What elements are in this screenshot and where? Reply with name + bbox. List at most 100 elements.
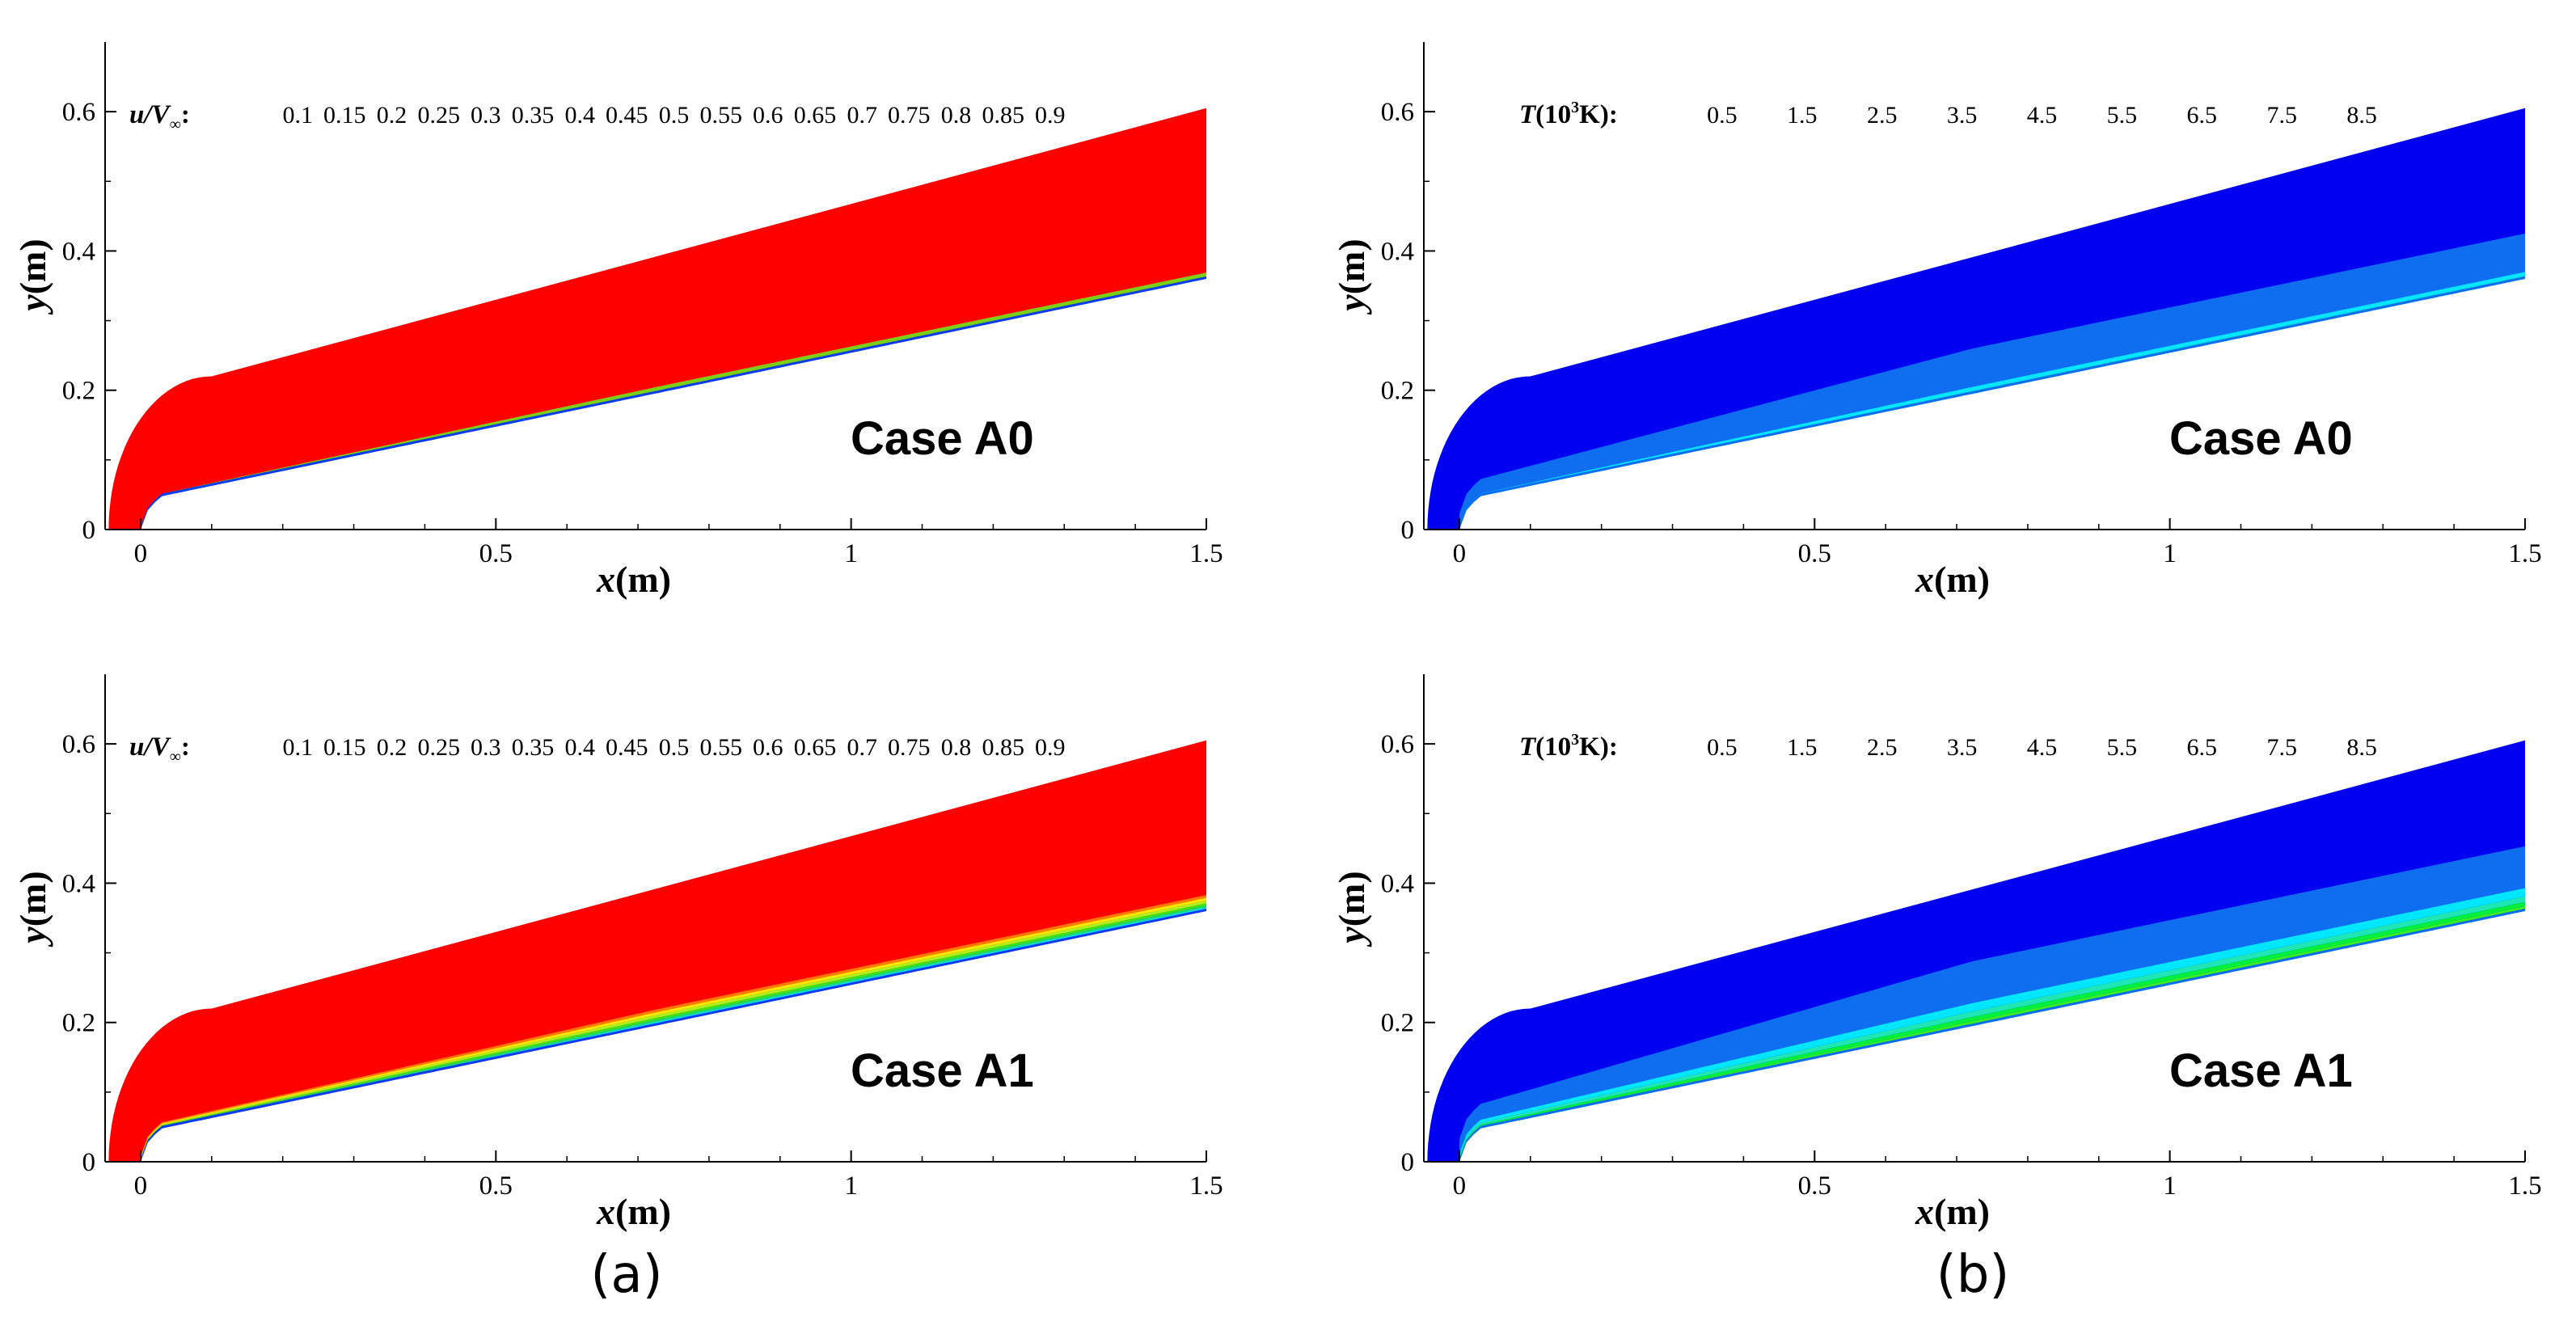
y-axis-label: y(m) — [1331, 871, 1372, 947]
y-tick-label: 0.6 — [62, 730, 95, 759]
colorbar-label: T(103K): — [1519, 99, 1618, 129]
x-tick-label: 1.5 — [1189, 1171, 1223, 1201]
axis-ticks: 0 0.5 1 1.5 0 0.2 0.4 0.6 — [1381, 98, 2542, 568]
colorbar-tick-label: 0.15 — [323, 102, 366, 129]
colorbar-tick-label: 0.55 — [699, 734, 742, 761]
colorbar: 0.1 0.15 0.2 0.25 0.3 0.35 0.4 0.45 0.5 0.55 0.6 0.… — [282, 734, 1065, 761]
colorbar-tick-label: 4.5 — [2027, 102, 2058, 129]
x-tick-label: 1 — [2163, 539, 2177, 568]
colorbar: 0.5 1.5 2.5 3.5 4.5 5.5 6.5 7.5 8.5 — [1707, 102, 2377, 129]
y-tick-label: 0 — [1401, 516, 1415, 545]
colorbar-tick-label: 3.5 — [1947, 102, 1978, 129]
colorbar-tick-label: 0.5 — [659, 734, 690, 761]
colorbar-tick-label: 1.5 — [1787, 734, 1818, 761]
chart-t-case-a0: 0.5 1.5 2.5 3.5 4.5 5.5 6.5 7.5 8.5 0 0.5 1 1.5 0 0.2… — [1331, 42, 2542, 600]
flow-region-freestream — [108, 740, 1206, 1162]
y-axis-label: y(m) — [12, 238, 53, 314]
panel-label-a: (a) — [590, 1245, 662, 1305]
flow-layer-3 — [1459, 901, 2525, 1160]
colorbar-tick-label: 0.2 — [377, 102, 408, 129]
colorbar: 0.5 1.5 2.5 3.5 4.5 5.5 6.5 7.5 8.5 — [1707, 734, 2377, 761]
y-tick-label: 0 — [1401, 1148, 1415, 1177]
x-axis-label: x(m) — [1915, 559, 1990, 600]
chart-u-case-a1: 0.1 0.15 0.2 0.25 0.3 0.35 0.4 0.45 0.5 0.55 0.6 0.… — [12, 674, 1223, 1232]
case-label: Case A0 — [851, 412, 1034, 465]
flow-layer-0 — [1459, 233, 2525, 527]
x-tick-label: 0.5 — [1798, 1171, 1831, 1201]
flow-layer-1 — [1459, 888, 2525, 1157]
colorbar-label: T(103K): — [1519, 731, 1618, 762]
colorbar: 0.1 0.15 0.2 0.25 0.3 0.35 0.4 0.45 0.5 0.55 0.6 0.… — [282, 102, 1065, 129]
colorbar-tick-label: 0.85 — [982, 102, 1024, 129]
x-axis-label: x(m) — [596, 1191, 671, 1232]
colorbar-tick-label: 6.5 — [2187, 102, 2218, 129]
colorbar-tick-label: 0.7 — [847, 734, 877, 761]
colorbar-tick-label: 0.35 — [512, 102, 555, 129]
flow-field — [1427, 108, 2525, 530]
y-tick-label: 0.4 — [1381, 869, 1414, 898]
colorbar-tick-label: 0.15 — [323, 734, 366, 761]
y-tick-label: 0 — [82, 1148, 96, 1177]
case-label: Case A1 — [2169, 1045, 2353, 1097]
colorbar-tick-label: 1.5 — [1787, 102, 1818, 129]
y-tick-label: 0.6 — [62, 98, 95, 127]
flow-region-freestream — [108, 108, 1206, 530]
colorbar-tick-label: 2.5 — [1867, 102, 1898, 129]
colorbar-tick-label: 4.5 — [2027, 734, 2058, 761]
y-tick-label: 0.4 — [62, 869, 95, 898]
colorbar-tick-label: 0.9 — [1035, 102, 1066, 129]
colorbar-tick-label: 0.55 — [699, 102, 742, 129]
x-tick-label: 1.5 — [2508, 539, 2541, 568]
colorbar-tick-label: 0.75 — [888, 734, 931, 761]
colorbar-tick-label: 0.1 — [282, 734, 313, 761]
colorbar-tick-label: 8.5 — [2346, 102, 2377, 129]
x-tick-label: 1.5 — [1189, 539, 1223, 568]
y-tick-label: 0.4 — [62, 237, 95, 266]
axis-ticks: 0 0.5 1 1.5 0 0.2 0.4 0.6 — [1381, 730, 2542, 1201]
colorbar-tick-label: 0.6 — [753, 102, 783, 129]
colorbar-tick-label: 0.45 — [606, 734, 648, 761]
x-tick-label: 1.5 — [2508, 1171, 2541, 1201]
x-tick-label: 0.5 — [479, 539, 513, 568]
axis-ticks: 0 0.5 1 1.5 0 0.2 0.4 0.6 — [62, 730, 1223, 1201]
colorbar-tick-label: 0.1 — [282, 102, 313, 129]
colorbar-tick-label: 0.3 — [471, 102, 501, 129]
x-tick-label: 0 — [1453, 539, 1467, 568]
y-axis-label: y(m) — [1331, 238, 1372, 314]
colorbar-tick-label: 0.5 — [1707, 102, 1738, 129]
colorbar-tick-label: 0.65 — [794, 734, 837, 761]
x-tick-label: 1 — [844, 1171, 858, 1201]
case-label: Case A0 — [2169, 412, 2353, 465]
x-axis-label: x(m) — [596, 559, 671, 600]
axes-frame — [1423, 674, 2525, 1163]
y-tick-label: 0 — [82, 516, 96, 545]
y-tick-label: 0.2 — [62, 1009, 95, 1038]
colorbar-tick-label: 0.4 — [564, 102, 595, 129]
colorbar-tick-label: 7.5 — [2266, 734, 2297, 761]
x-tick-label: 1 — [844, 539, 858, 568]
y-tick-label: 0.6 — [1381, 730, 1414, 759]
flow-layer-0 — [140, 268, 1206, 528]
x-tick-label: 0 — [134, 539, 148, 568]
axes-frame — [104, 674, 1206, 1163]
flow-field — [108, 740, 1206, 1162]
flow-field — [108, 108, 1206, 530]
colorbar-tick-label: 0.6 — [753, 734, 783, 761]
colorbar-tick-label: 7.5 — [2266, 102, 2297, 129]
y-tick-label: 0.2 — [62, 377, 95, 406]
flow-layer-0 — [1459, 846, 2525, 1154]
colorbar-tick-label: 8.5 — [2346, 734, 2377, 761]
flow-layer-1 — [1459, 272, 2525, 529]
x-tick-label: 1 — [2163, 1171, 2177, 1201]
x-tick-label: 0 — [1453, 1171, 1467, 1201]
colorbar-tick-label: 0.3 — [471, 734, 501, 761]
colorbar-tick-label: 0.7 — [847, 102, 877, 129]
colorbar-tick-label: 0.75 — [888, 102, 931, 129]
colorbar-tick-label: 0.85 — [982, 734, 1024, 761]
y-tick-label: 0.6 — [1381, 98, 1414, 127]
colorbar-tick-label: 0.2 — [377, 734, 408, 761]
axes-frame — [104, 42, 1206, 530]
colorbar-tick-label: 5.5 — [2107, 102, 2138, 129]
chart-t-case-a1: 0.5 1.5 2.5 3.5 4.5 5.5 6.5 7.5 8.5 0 0.5 1 1.5 0 0.2… — [1331, 674, 2542, 1232]
